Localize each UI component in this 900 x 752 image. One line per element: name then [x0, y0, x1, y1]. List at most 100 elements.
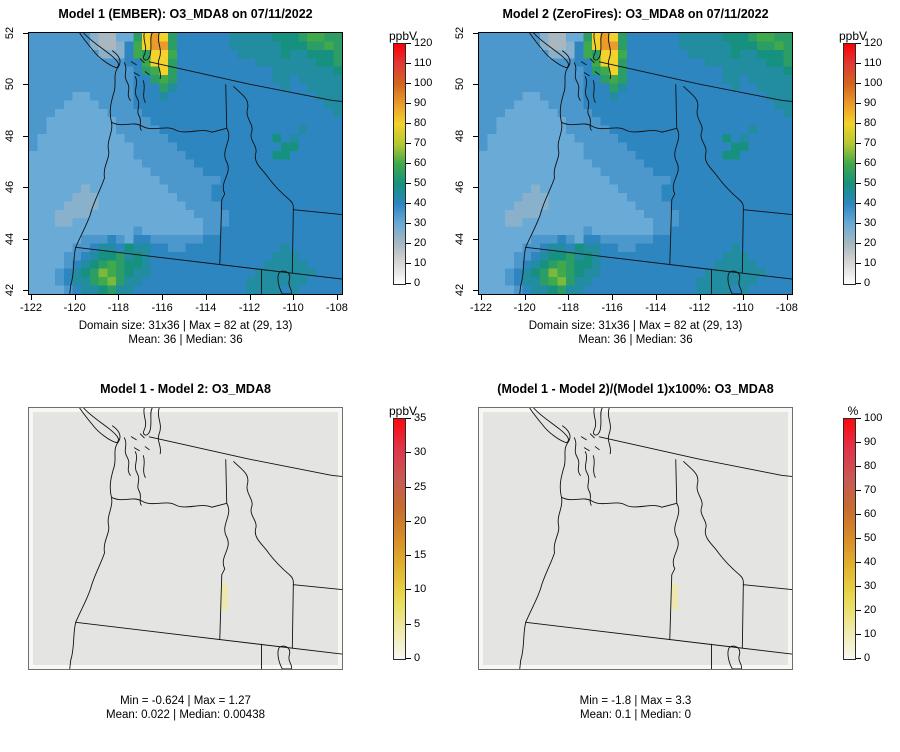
y-tick-mark: [473, 135, 478, 137]
x-tick-mark: [786, 295, 788, 300]
colorbar-tick-label: 60: [864, 508, 877, 520]
colorbar-tick-mark: [406, 589, 411, 591]
colorbar-gradient: [393, 43, 406, 285]
x-tick-mark: [31, 295, 32, 300]
colorbar-tick-label: 120: [414, 37, 433, 49]
stats-line-2: Mean: 0.022 | Median: 0.00438: [106, 709, 265, 721]
colorbar-tick-label: 20: [864, 237, 877, 249]
map-overlay: [479, 408, 792, 669]
colorbar-tick-mark: [856, 466, 861, 467]
x-tick-mark: [743, 295, 745, 300]
colorbar-tick-mark: [406, 520, 411, 522]
map-overlay: [29, 408, 342, 669]
stats-block: Domain size: 31x36 | Max = 82 at (29, 13…: [8, 319, 363, 347]
stats-line-1: Min = -0.624 | Max = 1.27: [120, 695, 251, 707]
colorbar-tick-mark: [406, 163, 411, 164]
y-tick-mark: [473, 238, 478, 240]
colorbar-tick-label: 50: [864, 177, 877, 189]
x-tick-mark: [249, 295, 251, 300]
colorbar-tick-mark: [856, 418, 861, 419]
colorbar: ppbV 0 10 20 30 40 50 60 70 80 90 100 110 120: [834, 29, 900, 319]
colorbar-unit-label: ppbV: [838, 29, 868, 43]
colorbar-tick-mark: [856, 263, 861, 264]
colorbar-gradient: [393, 418, 406, 660]
colorbar-tick-label: 20: [414, 514, 427, 527]
colorbar-unit-label: ppbV: [388, 29, 418, 43]
colorbar-tick-mark: [406, 452, 411, 454]
colorbar-tick-mark: [856, 223, 861, 224]
colorbar-tick-mark: [856, 203, 861, 204]
x-tick-mark: [568, 295, 570, 300]
map-overlay: [479, 33, 792, 294]
colorbar-unit-label: %: [847, 404, 859, 418]
heatmap-canvas: [29, 33, 342, 294]
colorbar-tick-mark: [856, 103, 861, 104]
panel-percent-difference: (Model 1 - Model 2)/(Model 1)x100%: O3_M…: [450, 375, 900, 750]
x-tick-label: -120: [513, 302, 536, 314]
colorbar-tick-label: 20: [414, 237, 427, 249]
colorbar-tick-mark: [406, 203, 411, 204]
x-tick-label: -116: [151, 302, 173, 314]
colorbar-tick-label: 10: [864, 257, 877, 269]
colorbar-tick-mark: [856, 658, 861, 659]
colorbar-tick-mark: [406, 263, 411, 264]
x-tick-mark: [699, 295, 701, 300]
colorbar-gradient: [843, 43, 856, 285]
panel-title: (Model 1 - Model 2)/(Model 1)x100%: O3_M…: [497, 382, 774, 396]
colorbar-tick-mark: [856, 562, 861, 563]
colorbar-tick-label: 15: [414, 549, 427, 562]
y-tick-label: 44: [4, 232, 16, 245]
x-tick-mark: [524, 295, 526, 300]
x-tick-mark: [74, 295, 76, 300]
colorbar-tick-label: 10: [414, 257, 427, 269]
y-tick-mark: [23, 33, 28, 34]
colorbar-tick-mark: [856, 586, 861, 587]
x-tick-label: -112: [688, 302, 711, 314]
y-tick-label: 48: [4, 129, 16, 142]
colorbar-tick-label: 40: [414, 197, 427, 209]
panel-title: Model 2 (ZeroFires): O3_MDA8 on 07/11/20…: [502, 7, 769, 21]
y-tick-label: 42: [4, 283, 16, 297]
stats-block: Domain size: 31x36 | Max = 82 at (29, 13…: [458, 319, 813, 347]
y-tick-mark: [23, 135, 28, 137]
colorbar-unit-label: ppbV: [388, 404, 418, 418]
colorbar-tick-label: 120: [864, 37, 883, 49]
colorbar-tick-label: 110: [414, 57, 432, 69]
y-tick-mark: [23, 84, 28, 86]
stats-block: Min = -1.8 | Max = 3.3 Mean: 0.1 | Media…: [458, 694, 813, 722]
colorbar-tick-label: 90: [864, 97, 877, 109]
y-tick-label: 48: [454, 129, 466, 142]
y-tick-mark: [473, 290, 478, 291]
x-tick-mark: [655, 295, 657, 300]
y-tick-mark: [23, 238, 28, 240]
colorbar-tick-label: 20: [864, 604, 877, 616]
colorbar-tick-label: 80: [864, 460, 877, 472]
colorbar-tick-label: 5: [414, 617, 421, 630]
x-tick-label: -110: [282, 302, 304, 314]
colorbar-tick-mark: [406, 486, 411, 488]
y-tick-mark: [473, 187, 478, 189]
y-tick-label: 46: [4, 181, 16, 194]
colorbar: ppbV 0 10 20 30 40 50 60 70 80 90 100 110 120: [384, 29, 450, 319]
stats-block: Min = -0.624 | Max = 1.27 Mean: 0.022 | …: [8, 694, 363, 722]
colorbar-tick-mark: [856, 183, 861, 184]
y-tick-label: 50: [454, 78, 466, 91]
y-axis: 52 50 48 46 44 42: [450, 27, 478, 296]
colorbar-tick-label: 25: [414, 480, 427, 493]
colorbar-tick-label: 90: [414, 97, 427, 109]
x-tick-mark: [336, 295, 338, 300]
heatmap-canvas: [479, 33, 792, 294]
colorbar-tick-mark: [406, 223, 411, 224]
stats-line-1: Min = -1.8 | Max = 3.3: [579, 695, 692, 707]
colorbar: % 0 10 20 30 40 50 60 70 80 90 100: [834, 404, 900, 694]
colorbar-tick-mark: [856, 63, 861, 64]
colorbar-tick-label: 70: [864, 484, 877, 496]
x-tick-label: -122: [19, 302, 43, 314]
x-tick-label: -108: [775, 302, 798, 314]
colorbar-tick-label: 50: [414, 177, 427, 189]
y-axis: 52 50 48 46 44 42: [0, 27, 28, 297]
colorbar-tick-mark: [856, 514, 861, 515]
x-tick-mark: [118, 295, 120, 300]
colorbar-tick-mark: [406, 658, 411, 659]
panel-title: Model 1 - Model 2: O3_MDA8: [100, 382, 271, 396]
